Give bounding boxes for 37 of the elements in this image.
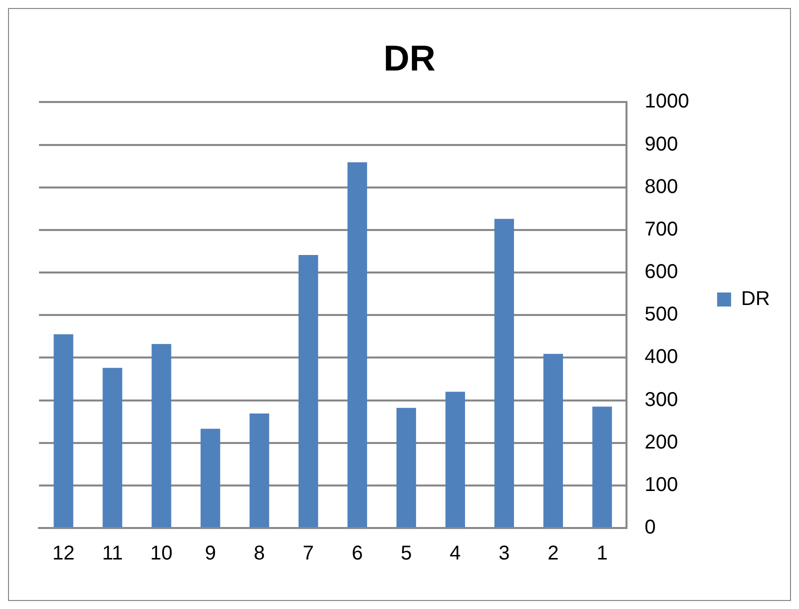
y-tick-label: 600	[644, 261, 678, 284]
x-tick-label: 9	[204, 542, 216, 565]
bar	[592, 406, 612, 527]
x-tick-label: 10	[150, 542, 173, 565]
x-tick-label: 11	[102, 542, 123, 565]
bar	[54, 334, 74, 527]
y-tick-label: 400	[644, 346, 678, 368]
legend-label: DR	[741, 288, 770, 310]
chart-title: DR	[384, 38, 436, 79]
y-tick-label: 900	[644, 133, 678, 156]
bar	[298, 255, 318, 527]
y-tick-label: 300	[644, 388, 678, 411]
bar	[250, 413, 270, 527]
bar	[348, 162, 368, 527]
x-tick-label: 5	[400, 542, 412, 565]
x-tick-label: 3	[498, 542, 510, 565]
x-tick-label: 4	[450, 542, 461, 565]
y-tick-label: 500	[644, 304, 678, 326]
x-tick-label: 2	[548, 542, 559, 565]
bar	[200, 428, 220, 527]
bar	[152, 344, 172, 527]
y-tick-label: 200	[644, 431, 678, 454]
y-tick-label: 0	[644, 516, 656, 539]
y-tick-label: 800	[644, 176, 678, 198]
bar	[543, 354, 563, 527]
y-tick-label: 100	[644, 474, 678, 496]
bar	[396, 408, 416, 527]
y-tick-label: 700	[644, 218, 678, 240]
bar	[102, 368, 122, 527]
y-tick-label: 1000	[644, 90, 690, 113]
x-tick-label: 1	[596, 542, 608, 565]
x-tick-label: 6	[352, 542, 363, 565]
x-tick-label: 12	[52, 542, 75, 565]
x-tick-label: 7	[302, 542, 314, 565]
x-tick-label: 8	[254, 542, 265, 565]
bar	[445, 392, 466, 527]
bar	[494, 218, 514, 527]
